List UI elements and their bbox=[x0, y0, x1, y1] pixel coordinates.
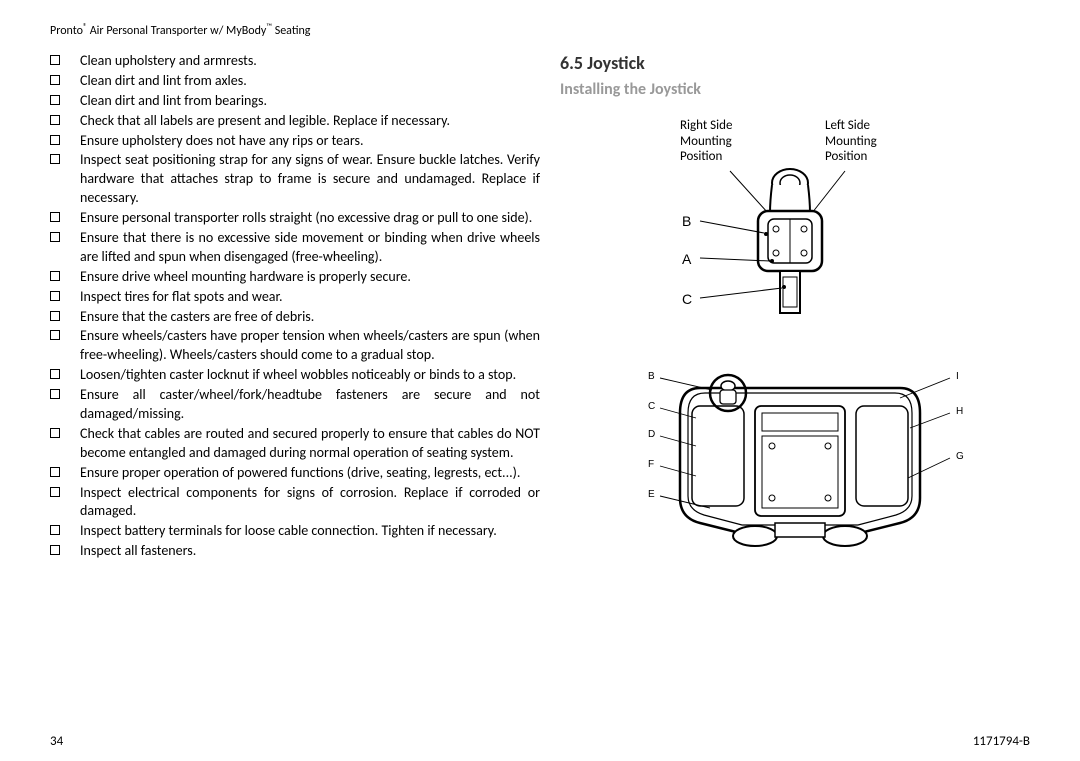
checkbox-icon bbox=[50, 389, 60, 399]
checklist-item: Inspect seat positioning strap for any s… bbox=[50, 151, 540, 208]
checklist-text: Ensure drive wheel mounting hardware is … bbox=[80, 268, 540, 287]
checklist-text: Ensure personal transporter rolls straig… bbox=[80, 209, 540, 228]
callout-g: G bbox=[956, 451, 964, 462]
page-number: 34 bbox=[50, 734, 63, 749]
checkbox-icon bbox=[50, 428, 60, 438]
checklist-text: Clean upholstery and armrests. bbox=[80, 52, 540, 71]
callout-b2: B bbox=[648, 371, 655, 382]
checkbox-icon bbox=[50, 467, 60, 477]
checklist-text: Check that all labels are present and le… bbox=[80, 112, 540, 131]
checklist-item: Inspect electrical components for signs … bbox=[50, 484, 540, 522]
checklist-item: Clean dirt and lint from bearings. bbox=[50, 92, 540, 111]
checkbox-icon bbox=[50, 55, 60, 65]
checklist-item: Inspect battery terminals for loose cabl… bbox=[50, 522, 540, 541]
checklist-text: Inspect battery terminals for loose cabl… bbox=[80, 522, 540, 541]
checkbox-icon bbox=[50, 95, 60, 105]
checkbox-icon bbox=[50, 115, 60, 125]
callout-d: D bbox=[648, 429, 655, 440]
checklist-item: Ensure that the casters are free of debr… bbox=[50, 308, 540, 327]
checklist-text: Ensure proper operation of powered funct… bbox=[80, 464, 540, 483]
checklist-item: Check that all labels are present and le… bbox=[50, 112, 540, 131]
checkbox-icon bbox=[50, 232, 60, 242]
callout-b: B bbox=[682, 213, 691, 229]
checklist-text: Inspect all fasteners. bbox=[80, 542, 540, 561]
page-header: Pronto® Air Personal Transporter w/ MyBo… bbox=[50, 22, 1030, 38]
checkbox-icon bbox=[50, 330, 60, 340]
checklist-text: Check that cables are routed and secured… bbox=[80, 425, 540, 463]
checkbox-icon bbox=[50, 75, 60, 85]
checkbox-icon bbox=[50, 291, 60, 301]
checkbox-icon bbox=[50, 311, 60, 321]
checklist-item: Ensure that there is no excessive side m… bbox=[50, 229, 540, 267]
checkbox-icon bbox=[50, 154, 60, 164]
callout-i: I bbox=[956, 371, 959, 382]
header-product: Pronto bbox=[50, 24, 83, 38]
checklist-text: Ensure wheels/casters have proper tensio… bbox=[80, 327, 540, 365]
checklist-text: Clean dirt and lint from axles. bbox=[80, 72, 540, 91]
page-footer: 34 1171794-B bbox=[50, 734, 1030, 749]
checkbox-icon bbox=[50, 212, 60, 222]
checkbox-icon bbox=[50, 369, 60, 379]
checklist-text: Inspect electrical components for signs … bbox=[80, 484, 540, 522]
checklist-item: Clean upholstery and armrests. bbox=[50, 52, 540, 71]
checkbox-icon bbox=[50, 525, 60, 535]
chassis-diagram bbox=[600, 358, 1020, 568]
checklist: Clean upholstery and armrests.Clean dirt… bbox=[50, 52, 540, 561]
checklist-item: Inspect all fasteners. bbox=[50, 542, 540, 561]
section-number: 6.5 bbox=[560, 52, 583, 74]
checklist-item: Inspect tires for flat spots and wear. bbox=[50, 288, 540, 307]
joystick-top-diagram bbox=[600, 113, 1020, 343]
checklist-text: Loosen/tighten caster locknut if wheel w… bbox=[80, 366, 540, 385]
callout-c2: C bbox=[648, 401, 655, 412]
checklist-item: Ensure all caster/wheel/fork/headtube fa… bbox=[50, 386, 540, 424]
checklist-item: Clean dirt and lint from axles. bbox=[50, 72, 540, 91]
checklist-text: Inspect seat positioning strap for any s… bbox=[80, 151, 540, 208]
callout-h: H bbox=[956, 406, 963, 417]
callout-f: F bbox=[648, 459, 654, 470]
checklist-item: Ensure personal transporter rolls straig… bbox=[50, 209, 540, 228]
section-heading: 6.5 Joystick bbox=[560, 52, 1030, 74]
checkbox-icon bbox=[50, 545, 60, 555]
checklist-text: Inspect tires for flat spots and wear. bbox=[80, 288, 540, 307]
checkbox-icon bbox=[50, 487, 60, 497]
doc-number: 1171794-B bbox=[973, 734, 1030, 749]
checklist-text: Ensure upholstery does not have any rips… bbox=[80, 132, 540, 151]
checklist-item: Ensure proper operation of powered funct… bbox=[50, 464, 540, 483]
checklist-item: Ensure upholstery does not have any rips… bbox=[50, 132, 540, 151]
section-title: Joystick bbox=[587, 52, 645, 74]
checklist-item: Check that cables are routed and secured… bbox=[50, 425, 540, 463]
checkbox-icon bbox=[50, 271, 60, 281]
callout-e: E bbox=[648, 489, 655, 500]
checklist-text: Ensure all caster/wheel/fork/headtube fa… bbox=[80, 386, 540, 424]
checkbox-icon bbox=[50, 135, 60, 145]
checklist-item: Ensure drive wheel mounting hardware is … bbox=[50, 268, 540, 287]
subsection-heading: Installing the Joystick bbox=[560, 80, 1030, 99]
checklist-item: Ensure wheels/casters have proper tensio… bbox=[50, 327, 540, 365]
header-tail: Seating bbox=[272, 24, 310, 38]
callout-a: A bbox=[682, 251, 691, 267]
checklist-item: Loosen/tighten caster locknut if wheel w… bbox=[50, 366, 540, 385]
header-mid: Air Personal Transporter w/ MyBody bbox=[87, 24, 266, 38]
checklist-text: Ensure that there is no excessive side m… bbox=[80, 229, 540, 267]
checklist-text: Ensure that the casters are free of debr… bbox=[80, 308, 540, 327]
checklist-text: Clean dirt and lint from bearings. bbox=[80, 92, 540, 111]
callout-c: C bbox=[682, 291, 692, 307]
